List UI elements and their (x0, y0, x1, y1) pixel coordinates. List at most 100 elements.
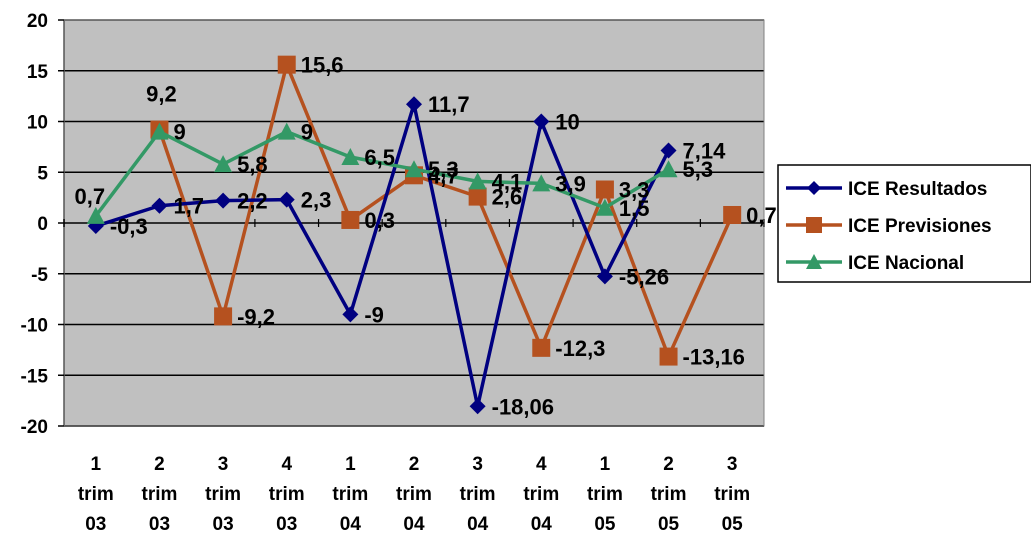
series-ice-nacional (86, 122, 678, 224)
x-tick-label: 04 (531, 514, 553, 535)
y-axis-ticks: 20 15 10 5 0 -5 -10 -15 -20 (21, 11, 64, 438)
x-tick-label: 04 (403, 514, 425, 535)
data-label: -18,06 (492, 394, 554, 419)
data-point-marker (807, 181, 821, 195)
x-tick-label: trim (651, 484, 687, 505)
x-tick-label: 4 (536, 454, 547, 475)
data-point-marker (806, 217, 822, 233)
data-label: 4,7 (428, 163, 459, 188)
y-tick-label: 0 (37, 214, 48, 235)
y-tick-label: 20 (27, 11, 48, 32)
x-tick-label: 1 (345, 454, 356, 475)
data-point-marker (595, 198, 614, 216)
data-point-marker (596, 268, 613, 285)
legend-label: ICE Previsiones (848, 216, 992, 237)
data-point-marker (342, 306, 359, 323)
y-tick-label: -5 (31, 265, 48, 286)
series-line (94, 129, 670, 217)
series-line (157, 62, 734, 359)
data-point-marker (659, 347, 678, 366)
data-point-marker (660, 142, 677, 159)
data-point-marker (469, 398, 486, 415)
x-tick-label: trim (523, 484, 559, 505)
x-tick-label: trim (587, 484, 623, 505)
x-tick-label: 2 (409, 454, 420, 475)
data-label: 7,14 (683, 139, 727, 164)
series-ice-previsiones (150, 55, 742, 366)
x-tick-label: 03 (149, 514, 170, 535)
x-tick-label: 3 (472, 454, 483, 475)
y-tick-label: -20 (21, 417, 48, 438)
data-label: 3,9 (555, 171, 586, 196)
data-label: 2,3 (301, 188, 332, 213)
x-tick-label: trim (205, 484, 241, 505)
x-tick-label: 3 (218, 454, 229, 475)
x-tick-label: 03 (85, 514, 106, 535)
data-point-marker (150, 122, 169, 140)
data-label: -12,3 (555, 336, 605, 361)
data-point-marker (532, 338, 551, 357)
y-tick-label: -15 (21, 366, 49, 387)
x-tick-label: 03 (276, 514, 297, 535)
data-labels-layer: -0,3 1,7 2,2 2,3 -9 11,7 -18,06 10 -5,26 7,14 9,2 -… (75, 53, 789, 420)
x-tick-label: 04 (340, 514, 362, 535)
data-label: -13,16 (683, 345, 745, 370)
series-line (95, 102, 671, 409)
x-tick-label: 2 (663, 454, 674, 475)
data-point-marker (468, 187, 487, 206)
data-point-marker (151, 197, 168, 214)
data-point-marker (278, 191, 295, 208)
x-tick-label: trim (142, 484, 178, 505)
data-label: 10 (555, 110, 579, 135)
x-tick-label: trim (396, 484, 432, 505)
legend-label: ICE Nacional (848, 253, 964, 274)
data-label: 9,2 (146, 82, 177, 107)
x-tick-label: 05 (722, 514, 744, 535)
data-label: 1,7 (173, 194, 204, 219)
data-point-marker (659, 160, 678, 178)
data-point-marker (215, 192, 232, 209)
data-point-marker (723, 205, 742, 224)
data-label: 15,6 (301, 53, 344, 78)
data-label: 1,5 (619, 196, 650, 221)
y-tick-label: -10 (21, 316, 48, 337)
data-point-marker (86, 206, 105, 224)
data-label: -5,26 (619, 264, 669, 289)
data-point-marker (214, 155, 233, 173)
data-point-marker (277, 122, 296, 140)
data-point-marker (532, 174, 551, 192)
x-tick-label: trim (332, 484, 368, 505)
data-label: 6,5 (364, 145, 395, 170)
data-label: 3,3 (619, 178, 650, 203)
data-label: 5,8 (237, 152, 268, 177)
data-label: 5,3 (683, 157, 714, 182)
data-label: -9,2 (237, 304, 275, 329)
series-layer (86, 55, 742, 415)
x-tick-label: 1 (91, 454, 102, 475)
data-point-marker (533, 113, 550, 130)
data-label: 2,6 (492, 185, 523, 210)
data-label: 4,1 (492, 169, 523, 194)
x-tick-label: 05 (594, 514, 616, 535)
x-tick-label: 4 (281, 454, 292, 475)
data-point-marker (468, 172, 487, 190)
x-tick-label: 04 (467, 514, 489, 535)
legend: ICE Resultados ICE Previsiones ICE Naciona… (777, 164, 1031, 283)
data-point-marker (595, 180, 614, 199)
x-tick-label: trim (78, 484, 114, 505)
data-label: -9 (364, 302, 384, 327)
x-tick-label: 2 (154, 454, 165, 475)
y-tick-label: 5 (37, 163, 48, 184)
y-tick-label: 10 (27, 113, 48, 134)
data-point-marker (405, 160, 423, 178)
x-tick-label: trim (714, 484, 750, 505)
x-tick-label: 03 (213, 514, 234, 535)
data-point-marker (341, 148, 360, 166)
x-tick-label: 05 (658, 514, 680, 535)
data-label: 9 (301, 120, 313, 145)
data-label: 11,7 (428, 92, 470, 117)
y-tick-label: 15 (27, 62, 49, 83)
series-ice-resultados (87, 96, 677, 415)
data-label: 9 (173, 120, 185, 145)
data-point-marker (277, 55, 296, 74)
